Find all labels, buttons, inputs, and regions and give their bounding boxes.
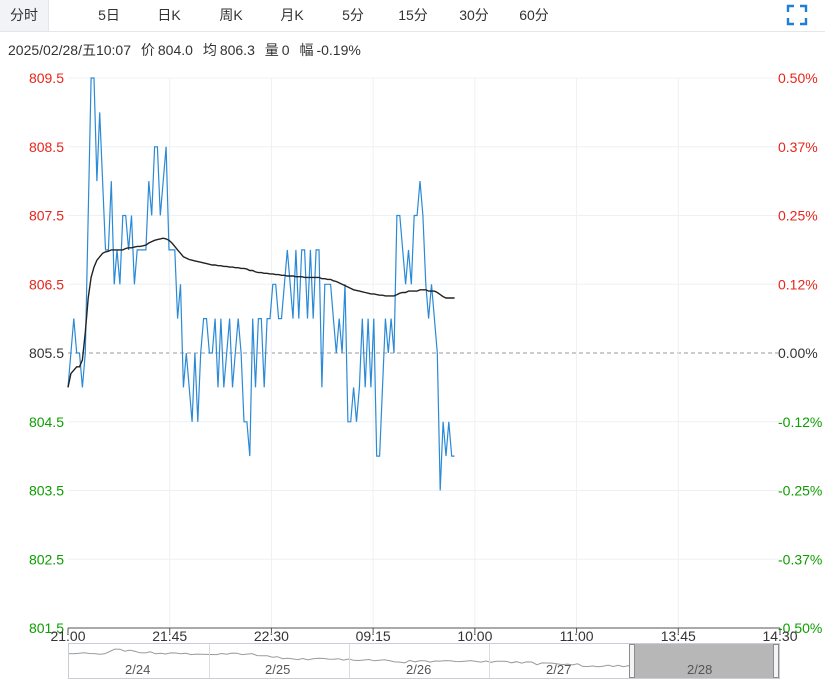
tab-30min[interactable]: 30分 [459, 7, 489, 23]
tab-monthly-k[interactable]: 月K [280, 7, 304, 23]
x-axis-label: 21:00 [50, 628, 85, 643]
x-axis-label: 13:45 [661, 628, 696, 643]
y-percent-label: 0.25% [778, 208, 818, 224]
y-percent-label: -0.50% [778, 620, 822, 636]
navigator-date-label: 2/27 [546, 662, 572, 677]
intraday-chart[interactable]: 809.5 0.50% 808.5 0.37% 807.5 0.25% 806.5 0.12%… [0, 0, 825, 643]
x-axis-label: 14:30 [762, 628, 797, 643]
tab-weekly-k[interactable]: 周K [219, 7, 243, 23]
y-percent-label: 0.00% [778, 345, 818, 361]
y-percent-label: 0.37% [778, 139, 818, 155]
quote-datetime: 2025/02/28/五10:07 [8, 42, 131, 58]
y-axis-label: 806.5 [29, 276, 64, 292]
navigator-date-label: 2/24 [125, 662, 151, 677]
average-price-line [67, 237, 455, 388]
avg-label: 均 [202, 42, 217, 58]
navigator-selection[interactable] [631, 644, 779, 678]
period-tabs: 分时 5日 日K 周K 月K 5分 15分 30分 60分 [0, 0, 825, 32]
y-axis-label: 802.5 [29, 551, 64, 567]
x-axis-label: 10:00 [457, 628, 492, 643]
y-axis-label: 804.5 [29, 414, 64, 430]
y-axis-label: 803.5 [29, 483, 64, 499]
avg-value: 806.3 [219, 42, 255, 58]
navigator-right-handle[interactable] [773, 644, 779, 678]
navigator-left-handle[interactable] [629, 644, 635, 678]
y-percent-label: 0.50% [778, 70, 818, 86]
change-value: -0.19% [316, 42, 361, 58]
x-axis-label: 11:00 [560, 628, 594, 643]
tab-5min[interactable]: 5分 [342, 7, 364, 23]
x-axis-label: 22:30 [254, 628, 289, 643]
price-line [67, 77, 455, 491]
range-navigator[interactable]: 2/24 2/25 2/26 2/27 2/28 [68, 643, 780, 679]
y-axis-label: 807.5 [29, 208, 64, 224]
price-value: 804.0 [157, 42, 193, 58]
navigator-date-label: 2/28 [687, 662, 713, 677]
tab-15min[interactable]: 15分 [398, 7, 428, 23]
tab-daily-k[interactable]: 日K [157, 7, 181, 23]
navigator-divider [349, 644, 350, 678]
y-percent-label: 0.12% [778, 276, 818, 292]
x-axis-label: 21:45 [152, 628, 187, 643]
y-percent-label: -0.25% [778, 483, 822, 499]
navigator-divider [489, 644, 490, 678]
navigator-divider [209, 644, 210, 678]
y-axis-label: 809.5 [29, 70, 64, 86]
y-axis-label: 805.5 [29, 345, 64, 361]
navigator-date-label: 2/25 [265, 662, 291, 677]
navigator-date-label: 2/26 [406, 662, 432, 677]
expand-corners-icon[interactable] [785, 3, 809, 27]
tab-5day[interactable]: 5日 [98, 7, 120, 23]
volume-label: 量 [264, 42, 279, 58]
tab-intraday[interactable]: 分时 [0, 0, 49, 31]
y-percent-label: -0.37% [778, 551, 822, 567]
price-label: 价 [140, 42, 155, 58]
change-label: 幅 [299, 42, 314, 58]
volume-value: 0 [281, 42, 290, 58]
y-percent-label: -0.12% [778, 414, 822, 430]
y-axis-label: 801.5 [29, 620, 64, 636]
y-axis-label: 808.5 [29, 139, 64, 155]
tab-60min[interactable]: 60分 [519, 7, 549, 23]
x-axis-label: 09:15 [356, 628, 391, 643]
